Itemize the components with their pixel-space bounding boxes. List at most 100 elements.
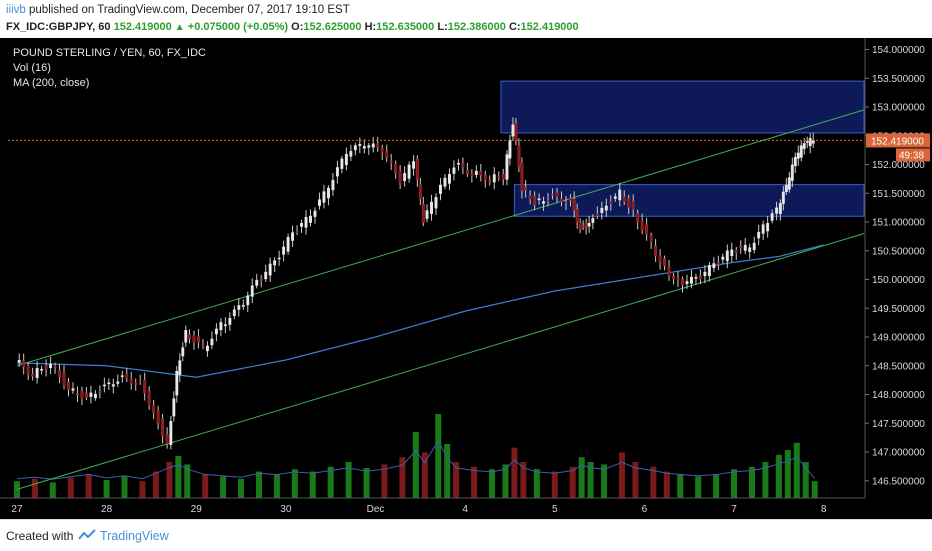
candle-body [524, 187, 528, 191]
candle-body [344, 154, 348, 166]
volume-bar [502, 464, 509, 498]
volume-bar [713, 474, 720, 498]
volume-bar [511, 447, 518, 498]
candle-body [335, 167, 339, 177]
price-chart[interactable]: 27 28 29 30 Dec 4 5 6 7 8 146.500000 147.000000 147.… [0, 38, 932, 519]
candle-body [443, 177, 447, 187]
footer: Created with TradingView [0, 519, 932, 551]
candle-body [488, 180, 492, 183]
volume-bar [578, 457, 585, 498]
candle-body [322, 191, 326, 203]
candle-body [318, 199, 321, 206]
volume-bar [444, 444, 451, 498]
candle-body [514, 123, 518, 141]
low-label: L: [437, 21, 448, 33]
volume-bar [520, 462, 527, 498]
tradingview-brand[interactable]: TradingView [100, 529, 169, 543]
candle-body [636, 213, 640, 223]
volume-bar [802, 462, 809, 498]
candle-body [67, 381, 70, 390]
y-tick-label: 153.500000 [872, 74, 925, 85]
volume-bar [731, 469, 738, 498]
candle-body [31, 373, 35, 377]
volume-bar [381, 464, 388, 498]
candle-body [300, 223, 303, 227]
tradingview-logo-icon[interactable] [78, 528, 96, 542]
candle-body [376, 143, 380, 148]
volume-bar [435, 414, 442, 498]
candle-body [775, 207, 779, 214]
candle-body [551, 193, 554, 196]
candle-body [698, 275, 702, 280]
candle-body [250, 285, 254, 297]
candle-body [600, 207, 604, 213]
volume-bar [202, 474, 209, 498]
candle-body [707, 265, 711, 276]
y-tick-label: 149.000000 [872, 333, 925, 344]
candle-body [730, 249, 734, 257]
candle-body [622, 196, 626, 202]
legend-ma[interactable]: MA (200, close) [13, 77, 90, 89]
y-tick-label: 152.000000 [872, 160, 925, 171]
y-tick-label: 149.500000 [872, 304, 925, 315]
candle-body [712, 263, 716, 269]
candle-body [205, 345, 209, 352]
high-label: H: [364, 21, 377, 33]
candle-body [412, 161, 416, 169]
candle-body [734, 250, 738, 253]
candle-body [452, 167, 456, 174]
y-tick-label: 151.500000 [872, 189, 925, 200]
candle-body [421, 203, 425, 223]
volume-bar [184, 464, 191, 498]
candle-body [172, 398, 176, 417]
candle-body [676, 277, 680, 280]
candle-body [474, 170, 478, 175]
candle-body [418, 183, 422, 199]
candle-body [152, 405, 156, 414]
candle-body [241, 304, 245, 307]
candle-body [277, 257, 281, 260]
candle-body [781, 191, 785, 204]
open-label: O: [291, 21, 304, 33]
candle-body [508, 139, 512, 159]
published-text: published on TradingView.com, December 0… [29, 4, 350, 16]
y-tick-label: 150.500000 [872, 246, 925, 257]
candle-body [805, 141, 809, 143]
volume-bar [139, 481, 146, 498]
legend-volume[interactable]: Vol (16) [13, 62, 51, 74]
candle-body [228, 317, 232, 325]
candle-body [739, 246, 743, 248]
candle-body [685, 281, 689, 285]
candle-body [161, 418, 165, 437]
ma200-line [16, 244, 824, 378]
candle-body [537, 198, 541, 201]
candle-body [147, 390, 151, 406]
candle-body [340, 158, 344, 169]
volume-bar [663, 471, 670, 498]
candle-body [184, 330, 188, 343]
close-value: 152.419000 [520, 21, 579, 33]
author-link[interactable]: iiivb [6, 4, 26, 16]
y-tick-label: 147.500000 [872, 419, 925, 430]
candle-body [138, 379, 142, 382]
y-tick-label: 146.500000 [872, 476, 925, 487]
candle-body [631, 201, 635, 210]
x-tick-label: 30 [280, 504, 292, 515]
volume-bar [569, 466, 576, 498]
candle-body [667, 266, 671, 277]
chart-area[interactable]: 27 28 29 30 Dec 4 5 6 7 8 146.500000 147.000000 147.… [0, 38, 932, 519]
candle-body [394, 163, 398, 174]
candle-body [353, 145, 357, 151]
candle-body [591, 218, 595, 223]
publish-info: iiivb published on TradingView.com, Dece… [6, 4, 350, 16]
volume-bar [748, 466, 755, 498]
candle-body [511, 124, 515, 137]
candle-body [752, 242, 756, 250]
candle-body [102, 384, 106, 387]
last-price: 152.419000 [113, 21, 172, 33]
channel-lower-line [16, 233, 865, 490]
candle-body [479, 171, 483, 176]
candle-body [721, 256, 725, 260]
candle-body [796, 152, 800, 159]
candle-body [802, 143, 806, 149]
